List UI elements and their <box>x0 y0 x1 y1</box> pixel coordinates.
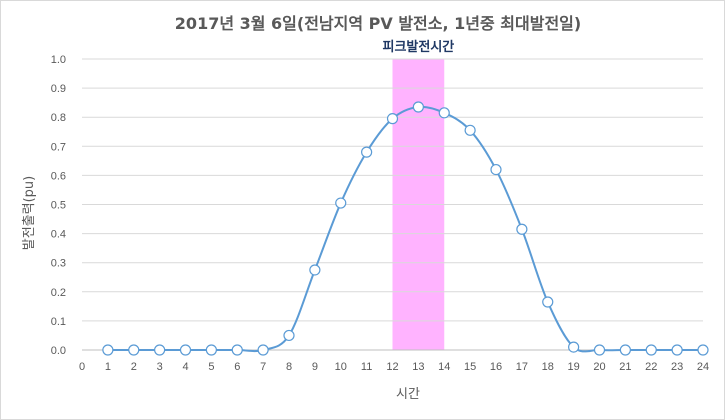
data-point <box>593 344 606 356</box>
data-point <box>438 107 450 119</box>
data-point <box>464 124 476 136</box>
y-tick-label: 0.8 <box>51 112 66 124</box>
x-tick-label: 7 <box>260 361 266 373</box>
data-point <box>102 344 114 356</box>
x-tick-label: 16 <box>490 361 502 373</box>
y-tick-label: 0.3 <box>51 258 66 270</box>
data-point <box>386 113 399 125</box>
x-tick-label: 13 <box>412 361 424 373</box>
x-tick-label: 9 <box>312 361 318 373</box>
data-point <box>619 344 631 356</box>
data-point <box>335 197 347 209</box>
x-tick-label: 14 <box>438 361 450 373</box>
y-tick-label: 1.0 <box>51 54 66 66</box>
x-tick-label: 3 <box>157 361 163 373</box>
x-tick-label: 23 <box>671 361 683 373</box>
data-point <box>671 344 683 356</box>
y-tick-label: 0.9 <box>51 83 66 95</box>
x-tick-label: 22 <box>645 361 657 373</box>
y-tick-label: 0.0 <box>51 345 66 357</box>
gridlines <box>82 58 703 351</box>
x-axis-ticks: 0 1 2 3 4 5 6 7 8 9 10 11 12 13 14 15 16 17 18 19 20 21 22 23 24 <box>79 361 709 373</box>
data-point <box>516 223 528 235</box>
data-point <box>154 344 166 356</box>
chart-title: 2017년 3월 6일(전남지역 PV 발전소, 1년중 최대발전일) <box>175 14 581 33</box>
y-tick-label: 0.7 <box>51 141 66 153</box>
x-axis-label: 시간 <box>396 387 420 402</box>
y-tick-label: 0.2 <box>51 287 66 299</box>
x-tick-label: 11 <box>361 361 372 373</box>
data-point <box>645 344 657 356</box>
data-point <box>568 341 580 353</box>
data-point <box>309 264 321 276</box>
x-tick-label: 12 <box>386 361 398 373</box>
x-tick-label: 19 <box>568 361 580 373</box>
x-tick-label: 10 <box>335 361 347 373</box>
y-tick-label: 0.1 <box>51 316 66 328</box>
y-tick-label: 0.4 <box>51 229 66 241</box>
x-tick-label: 8 <box>286 361 292 373</box>
x-tick-label: 15 <box>464 361 476 373</box>
x-tick-label: 6 <box>234 361 240 373</box>
x-tick-label: 24 <box>697 361 709 373</box>
y-tick-label: 0.5 <box>51 200 66 212</box>
series-markers <box>102 101 709 356</box>
data-point <box>542 296 554 308</box>
data-point <box>412 101 424 113</box>
x-tick-label: 2 <box>131 361 137 373</box>
x-tick-label: 0 <box>79 361 85 373</box>
data-point <box>231 344 243 356</box>
x-tick-label: 4 <box>182 361 188 373</box>
peak-hours-label: 피크발전시간 <box>382 39 454 55</box>
data-point <box>205 344 217 356</box>
data-point <box>257 344 269 356</box>
data-point <box>697 344 709 356</box>
x-tick-label: 5 <box>208 361 214 373</box>
x-tick-label: 21 <box>619 361 631 373</box>
data-point <box>179 344 192 356</box>
data-point <box>283 329 295 342</box>
y-axis-ticks: 0.0 0.1 0.2 0.3 0.4 0.5 0.6 0.7 0.8 0.9 1.0 <box>51 54 66 357</box>
x-tick-label: 17 <box>516 361 528 373</box>
data-point <box>128 344 140 356</box>
x-tick-label: 1 <box>105 361 111 373</box>
y-axis-label: 발전출력(pu) <box>22 176 37 250</box>
data-point <box>490 163 502 176</box>
y-tick-label: 0.6 <box>51 170 66 182</box>
x-tick-label: 18 <box>542 361 554 373</box>
x-tick-label: 20 <box>593 361 605 373</box>
data-point <box>361 146 373 158</box>
